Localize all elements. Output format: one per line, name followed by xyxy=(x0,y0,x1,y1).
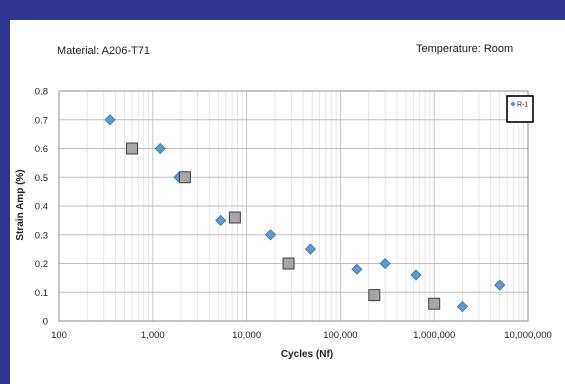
y-tick-label: 0.2 xyxy=(35,259,48,270)
y-tick-label: 0.5 xyxy=(35,173,48,184)
y-tick-label: 0.7 xyxy=(35,115,48,126)
x-tick-labels: 100 1,000 10,000 100,000 1,000,000 10,000,000 xyxy=(51,330,552,341)
y-tick-label: 0.6 xyxy=(35,144,48,155)
axes xyxy=(58,90,529,322)
y-tick-label: 0 xyxy=(43,317,48,328)
diamond-point xyxy=(379,257,391,270)
material-label: Material: A206-T71 xyxy=(57,45,150,57)
diamond-point xyxy=(351,263,363,275)
square-point xyxy=(368,289,381,302)
x-tick-label: 1,000,000 xyxy=(413,330,455,341)
major-gridlines xyxy=(58,90,529,322)
title-bar xyxy=(0,0,565,20)
data-points xyxy=(104,114,506,313)
square-point xyxy=(178,171,191,184)
plot-area-border xyxy=(58,90,529,322)
diamond-point xyxy=(215,214,227,226)
y-axis-label: Strain Amp (%) xyxy=(15,169,26,240)
legend-marker xyxy=(510,101,516,107)
temperature-label: Temperature: Room xyxy=(416,43,514,55)
y-tick-labels: 0 0.1 0.2 0.3 0.4 0.5 0.6 0.7 0.8 xyxy=(35,87,48,328)
square-point xyxy=(428,297,441,310)
diamond-point xyxy=(304,243,317,255)
y-tick-label: 0.4 xyxy=(35,202,48,213)
x-tick-label: 100 xyxy=(51,330,67,341)
diamond-point xyxy=(410,269,422,281)
y-tick-label: 0.3 xyxy=(35,230,48,241)
slide-panel xyxy=(10,20,565,384)
diamond-point xyxy=(264,229,277,241)
diamond-point xyxy=(154,142,166,155)
x-tick-label: 100,000 xyxy=(323,330,357,341)
diamond-point xyxy=(456,301,469,313)
square-point xyxy=(282,257,295,270)
square-point xyxy=(228,211,241,224)
sidebar-strip xyxy=(0,20,10,384)
legend-label: R-1 xyxy=(517,102,528,109)
x-tick-label: 10,000 xyxy=(232,330,261,341)
legend: R-1 xyxy=(506,95,534,123)
y-tick-label: 0.1 xyxy=(35,288,48,299)
x-tick-label: 1,000 xyxy=(141,330,165,341)
square-point xyxy=(125,142,138,155)
diamond-point xyxy=(494,279,506,291)
diamond-point xyxy=(104,114,116,126)
x-axis-label: Cycles (Nf) xyxy=(281,349,333,360)
legend-box xyxy=(506,95,534,123)
x-tick-label: 10,000,000 xyxy=(504,330,552,341)
y-tick-label: 0.8 xyxy=(35,87,48,98)
